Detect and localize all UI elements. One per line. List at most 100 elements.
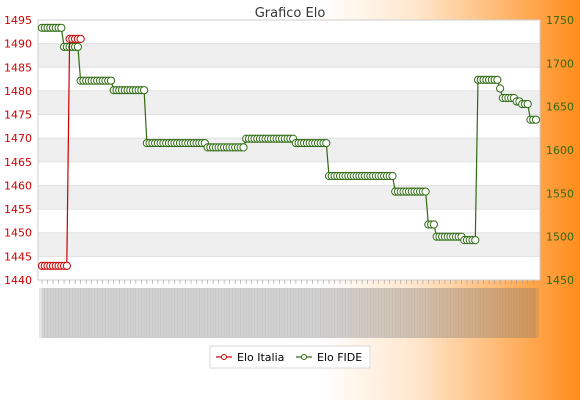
- x-axis-tick-label-mark: [337, 288, 344, 338]
- x-axis-tick-label-mark: [91, 288, 98, 338]
- x-axis-tick-label-mark: [430, 288, 437, 338]
- x-axis-tick-label-mark: [428, 288, 435, 338]
- x-axis-tick-label-mark: [284, 288, 291, 338]
- x-axis-tick-label-mark: [110, 288, 117, 338]
- x-axis-tick-label-mark: [44, 288, 51, 338]
- x-axis-tick-label-mark: [154, 288, 161, 338]
- x-axis-tick-label-mark: [281, 288, 288, 338]
- x-axis-tick-label-mark: [339, 288, 346, 338]
- x-axis-tick-label-mark: [77, 288, 84, 338]
- x-axis-tick-label-mark: [323, 288, 330, 338]
- left-axis-tick-label: 1470: [4, 132, 32, 145]
- x-axis-tick-label-mark: [182, 288, 189, 338]
- x-axis-tick-label-mark: [207, 288, 214, 338]
- x-axis-tick-label-mark: [127, 288, 134, 338]
- x-axis-tick-label-mark: [165, 288, 172, 338]
- x-axis-tick-label-mark: [146, 288, 153, 338]
- data-point-elo-fide: [421, 187, 430, 196]
- x-axis-tick-label-mark: [381, 288, 388, 338]
- x-axis-tick-label-mark: [270, 288, 277, 338]
- data-point-elo-fide: [140, 86, 149, 95]
- x-axis-tick-label-mark: [221, 288, 228, 338]
- x-axis-tick-label-mark: [433, 288, 440, 338]
- x-axis-tick-label-mark: [174, 288, 181, 338]
- x-axis-tick-label-mark: [455, 288, 462, 338]
- x-axis-tick-label-mark: [185, 288, 192, 338]
- x-axis-tick-label-mark: [234, 288, 241, 338]
- legend-marker-elo-fide: [301, 354, 307, 360]
- x-axis-tick-label-mark: [508, 288, 515, 338]
- x-axis-tick-label-mark: [372, 288, 379, 338]
- x-axis-tick-label-mark: [422, 288, 429, 338]
- data-point-elo-fide: [106, 76, 116, 85]
- data-point-elo-fide: [531, 115, 541, 124]
- x-axis-tick-label-mark: [171, 288, 178, 338]
- x-axis-tick-label-mark: [359, 288, 366, 338]
- x-axis-tick-label-mark: [268, 288, 275, 338]
- x-axis-tick-label-mark: [441, 288, 448, 338]
- left-axis-tick-label: 1450: [4, 227, 32, 240]
- x-axis-tick-label-mark: [356, 288, 363, 338]
- x-axis-tick-label-mark: [248, 288, 255, 338]
- x-axis-tick-label-mark: [480, 288, 487, 338]
- data-point-elo-fide: [496, 84, 505, 93]
- x-axis-tick-label-mark: [193, 288, 200, 338]
- x-axis-tick-label-mark: [458, 288, 465, 338]
- legend-marker-elo-italia: [221, 354, 227, 360]
- x-axis-tick-label-mark: [223, 288, 230, 338]
- x-axis-tick-label-mark: [301, 288, 308, 338]
- x-axis-tick-label-mark: [309, 288, 316, 338]
- x-axis-tick-label-mark: [348, 288, 355, 338]
- right-axis-tick-label: 1750: [546, 14, 574, 27]
- x-axis-tick-label-mark: [466, 288, 473, 338]
- x-axis-tick-label-mark: [361, 288, 368, 338]
- x-axis-tick-label-mark: [419, 288, 426, 338]
- x-axis-tick-label-mark: [50, 288, 57, 338]
- x-axis-tick-label-mark: [94, 288, 101, 338]
- grid-band: [38, 90, 540, 115]
- x-axis-tick-label-mark: [257, 288, 264, 338]
- data-point-elo-fide: [388, 171, 397, 181]
- x-axis-tick-label-mark: [464, 288, 471, 338]
- x-axis-tick-label-mark: [320, 288, 327, 338]
- x-axis-tick-label-mark: [212, 288, 219, 338]
- x-axis-tick-label-mark: [334, 288, 341, 338]
- x-axis-tick-label-mark: [199, 288, 206, 338]
- x-axis-tick-label-mark: [530, 288, 537, 338]
- x-axis-tick-label-mark: [74, 288, 81, 338]
- x-axis-tick-label-mark: [152, 288, 159, 338]
- x-axis-tick-label-mark: [279, 288, 286, 338]
- x-axis-tick-label-mark: [204, 288, 211, 338]
- left-axis-tick-label: 1475: [4, 109, 32, 122]
- x-axis-tick-label-mark: [124, 288, 131, 338]
- x-axis-tick-label-mark: [259, 288, 266, 338]
- x-axis-tick-label-mark: [240, 288, 247, 338]
- x-axis-tick-label-mark: [370, 288, 377, 338]
- right-axis-tick-label: 1450: [546, 274, 574, 287]
- x-axis-tick-label-mark: [417, 288, 424, 338]
- x-axis-tick-label-mark: [499, 288, 506, 338]
- x-axis-tick-label-mark: [452, 288, 459, 338]
- x-axis-tick-label-mark: [475, 288, 482, 338]
- x-axis-tick-label-mark: [83, 288, 90, 338]
- x-axis-tick-label-mark: [55, 288, 62, 338]
- x-axis-tick-label-mark: [149, 288, 156, 338]
- x-axis-tick-label-mark: [378, 288, 385, 338]
- data-point-elo-fide: [73, 42, 82, 51]
- right-axis-tick-label: 1650: [546, 101, 574, 114]
- x-axis-tick-label-mark: [527, 288, 534, 338]
- legend-label-elo-fide: Elo FIDE: [317, 351, 362, 364]
- x-axis-tick-label-mark: [63, 288, 70, 338]
- x-axis-tick-label-mark: [513, 288, 520, 338]
- x-axis-tick-label-mark: [395, 288, 402, 338]
- x-axis-tick-label-mark: [58, 288, 65, 338]
- data-point-elo-fide: [429, 220, 438, 229]
- x-axis-tick-label-mark: [461, 288, 468, 338]
- x-axis-tick-label-mark: [39, 288, 45, 338]
- x-axis-tick-label-mark: [72, 288, 79, 338]
- left-axis-tick-label: 1445: [4, 250, 32, 263]
- x-axis-tick-label-mark: [229, 288, 236, 338]
- left-axis-tick-label: 1455: [4, 203, 32, 216]
- x-axis-tick-label-mark: [411, 288, 418, 338]
